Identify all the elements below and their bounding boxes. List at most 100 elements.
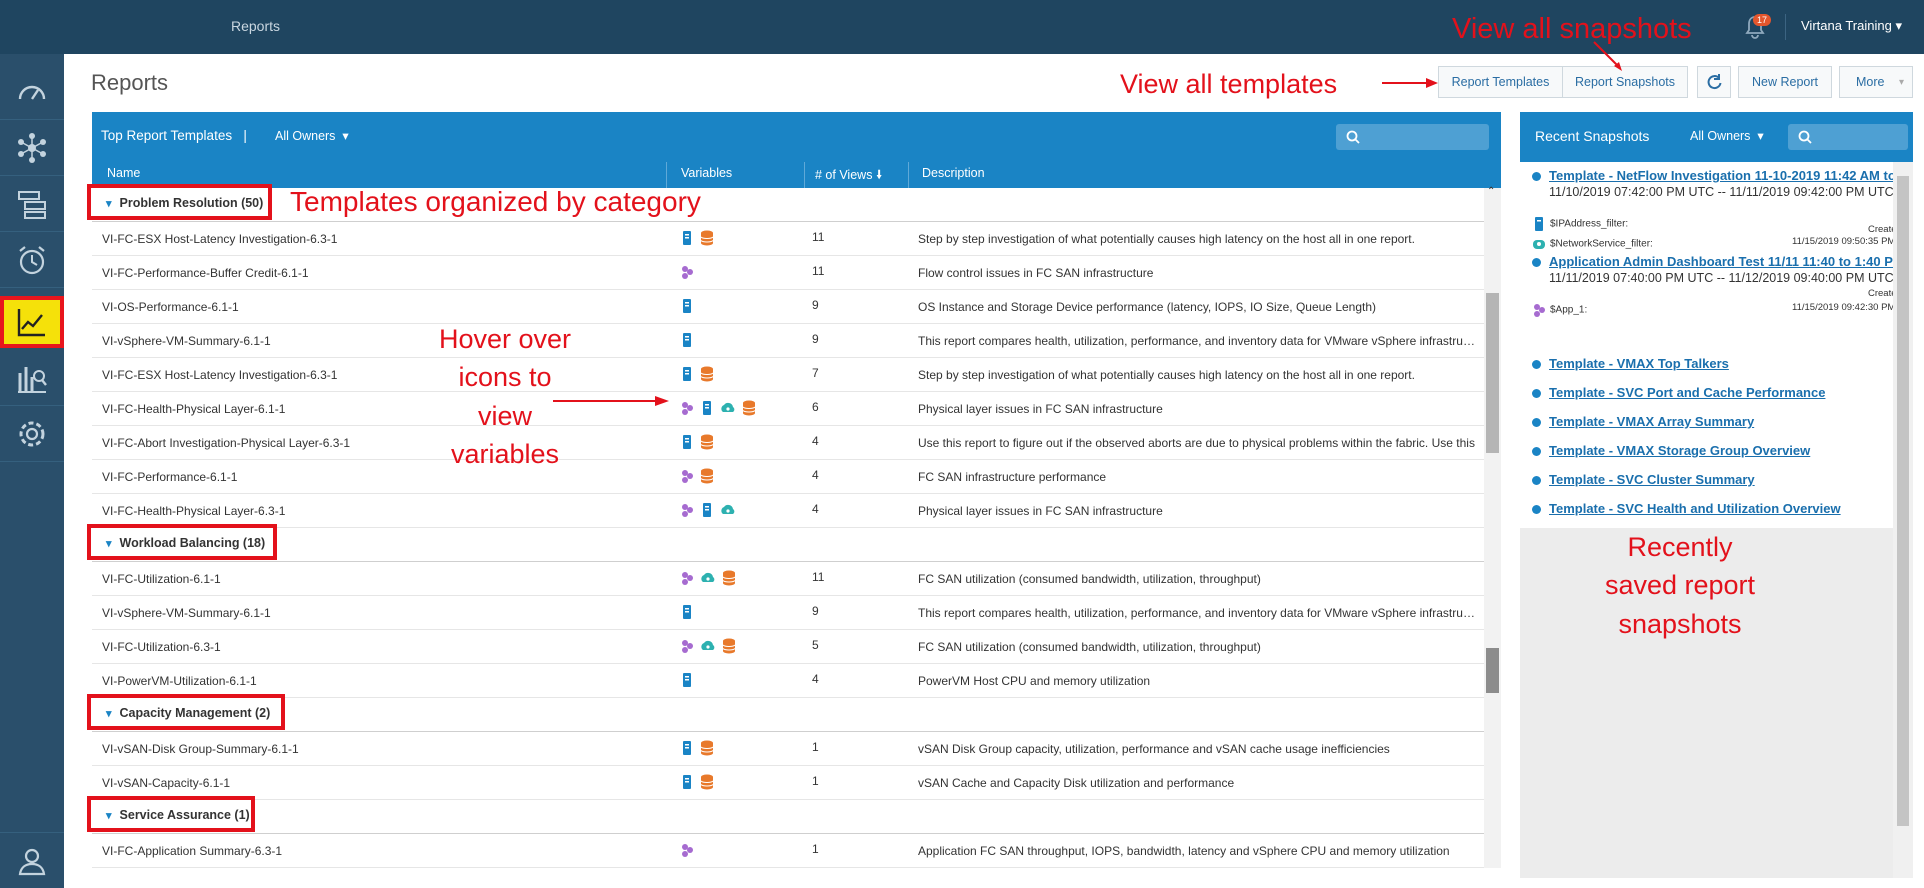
table-row[interactable]: VI-vSAN-Capacity-6.1-1 1 vSAN Cache and Ca… [92,766,1484,800]
table-row[interactable]: VI-PowerVM-Utilization-6.1-1 4 PowerVM Hos… [92,664,1484,698]
table-row[interactable]: VI-FC-Abort Investigation-Physical Layer… [92,426,1484,460]
scrollbar-thumb[interactable] [1486,293,1499,453]
database-icon[interactable] [700,740,714,756]
sidebar-item-dashboard[interactable] [0,64,64,120]
table-row[interactable]: VI-vSAN-Disk Group-Summary-6.1-1 1 vSAN Di… [92,732,1484,766]
network-icon[interactable] [720,502,736,518]
database-icon[interactable] [700,434,714,450]
server-icon[interactable] [680,230,694,246]
user-menu[interactable]: Virtana Training ▾ [1801,18,1902,34]
template-name[interactable]: VI-vSAN-Capacity-6.1-1 [102,776,231,790]
template-name[interactable]: VI-FC-ESX Host-Latency Investigation-6.3… [102,368,338,382]
table-row[interactable]: VI-FC-ESX Host-Latency Investigation-6.3… [92,222,1484,256]
database-icon[interactable] [700,366,714,382]
app-icon[interactable] [680,400,694,416]
table-row[interactable]: VI-FC-Health-Physical Layer-6.3-1 4 Physic… [92,494,1484,528]
server-icon[interactable] [700,400,714,416]
sidebar-item-alarms[interactable] [0,232,64,288]
server-icon[interactable] [680,366,694,382]
table-row[interactable]: VI-FC-Utilization-6.1-1 11 FC SAN utilizat… [92,562,1484,596]
server-icon[interactable] [680,298,694,314]
category-header[interactable]: Workload Balancing (18) [92,528,1484,562]
table-row[interactable]: VI-FC-Health-Physical Layer-6.1-1 6 Physic… [92,392,1484,426]
category-header[interactable]: Capacity Management (2) [92,698,1484,732]
network-icon[interactable] [700,638,716,654]
server-icon[interactable] [680,434,694,450]
templates-scrollbar[interactable]: ⌃ [1484,186,1501,868]
database-icon[interactable] [700,774,714,790]
snapshots-scrollbar[interactable] [1893,162,1913,878]
template-name[interactable]: VI-FC-Utilization-6.1-1 [102,572,221,586]
template-name[interactable]: VI-FC-Performance-6.1-1 [102,470,238,484]
report-snapshots-button[interactable]: Report Snapshots [1562,66,1688,98]
template-name[interactable]: VI-FC-ESX Host-Latency Investigation-6.3… [102,232,338,246]
template-name[interactable]: VI-FC-Health-Physical Layer-6.3-1 [102,504,286,518]
owners-dropdown[interactable]: All Owners ▾ [1690,129,1764,143]
snapshot-link[interactable]: Application Admin Dashboard Test 11/11 1… [1549,254,1893,269]
more-button[interactable]: More ▾ [1839,66,1913,98]
snapshots-search-input[interactable] [1788,124,1908,150]
app-icon[interactable] [680,570,694,586]
table-row[interactable]: VI-FC-Application Summary-6.3-1 1 Applicat… [92,834,1484,868]
templates-search-input[interactable] [1336,124,1489,150]
snapshot-link[interactable]: Template - VMAX Array Summary [1549,414,1755,429]
template-name[interactable]: VI-PowerVM-Utilization-6.1-1 [102,674,257,688]
template-name[interactable]: VI-FC-Application Summary-6.3-1 [102,844,283,858]
template-name[interactable]: VI-vSphere-VM-Summary-6.1-1 [102,334,271,348]
template-name[interactable]: VI-FC-Utilization-6.3-1 [102,640,221,654]
column-header-views[interactable]: # of Views 🠛 [815,168,883,182]
owners-dropdown[interactable]: All Owners ▾ [275,129,349,143]
template-name[interactable]: VI-FC-Abort Investigation-Physical Layer… [102,436,351,450]
table-row[interactable]: VI-FC-Utilization-6.3-1 5 FC SAN utilizati… [92,630,1484,664]
table-row[interactable]: VI-vSphere-VM-Summary-6.1-1 9 This report … [92,596,1484,630]
app-icon[interactable] [680,842,694,858]
network-icon[interactable] [700,570,716,586]
network-icon[interactable] [720,400,736,416]
column-header-description[interactable]: Description [922,166,985,180]
template-name[interactable]: VI-FC-Health-Physical Layer-6.1-1 [102,402,286,416]
snapshot-link[interactable]: Template - VMAX Top Talkers [1549,356,1729,371]
refresh-button[interactable] [1697,66,1731,98]
sidebar-item-profile[interactable] [0,832,64,888]
template-name[interactable]: VI-FC-Performance-Buffer Credit-6.1-1 [102,266,309,280]
app-icon[interactable] [680,502,694,518]
snapshot-link[interactable]: Template - SVC Port and Cache Performanc… [1549,385,1826,400]
server-icon[interactable] [680,672,694,688]
snapshot-link[interactable]: Template - SVC Health and Utilization Ov… [1549,501,1841,516]
column-header-variables[interactable]: Variables [681,166,733,180]
app-icon[interactable] [680,638,694,654]
database-icon[interactable] [742,400,756,416]
category-header[interactable]: Problem Resolution (50) [92,188,1484,222]
sidebar-item-settings[interactable] [0,406,64,462]
database-icon[interactable] [722,570,736,586]
category-header[interactable]: Service Assurance (1) [92,800,1484,834]
table-row[interactable]: VI-FC-Performance-6.1-1 4 FC SAN infrastru… [92,460,1484,494]
template-name[interactable]: VI-vSphere-VM-Summary-6.1-1 [102,606,271,620]
column-header-name[interactable]: Name [107,166,141,180]
server-icon[interactable] [680,604,694,620]
scrollbar-thumb[interactable] [1897,176,1909,826]
sidebar-item-inventory[interactable] [0,176,64,232]
server-icon[interactable] [680,740,694,756]
table-row[interactable]: VI-OS-Performance-6.1-1 9 OS Instance and … [92,290,1484,324]
database-icon[interactable] [700,230,714,246]
server-icon[interactable] [680,332,694,348]
table-row[interactable]: VI-FC-Performance-Buffer Credit-6.1-1 11 F… [92,256,1484,290]
snapshot-link[interactable]: Template - NetFlow Investigation 11-10-2… [1549,168,1893,183]
server-icon[interactable] [700,502,714,518]
table-row[interactable]: VI-vSphere-VM-Summary-6.1-1 9 This report … [92,324,1484,358]
database-icon[interactable] [722,638,736,654]
template-name[interactable]: VI-vSAN-Disk Group-Summary-6.1-1 [102,742,299,756]
app-icon[interactable] [680,468,694,484]
sidebar-item-analytics[interactable] [0,350,64,406]
table-row[interactable]: VI-FC-ESX Host-Latency Investigation-6.3… [92,358,1484,392]
snapshot-link[interactable]: Template - SVC Cluster Summary [1549,472,1755,487]
report-templates-button[interactable]: Report Templates [1438,66,1563,98]
scrollbar-thumb-secondary[interactable] [1486,648,1499,693]
sidebar-item-reports[interactable] [0,296,64,348]
sidebar-item-topology[interactable] [0,120,64,176]
template-name[interactable]: VI-OS-Performance-6.1-1 [102,300,239,314]
app-icon[interactable] [680,264,694,280]
snapshot-link[interactable]: Template - VMAX Storage Group Overview [1549,443,1811,458]
server-icon[interactable] [680,774,694,790]
